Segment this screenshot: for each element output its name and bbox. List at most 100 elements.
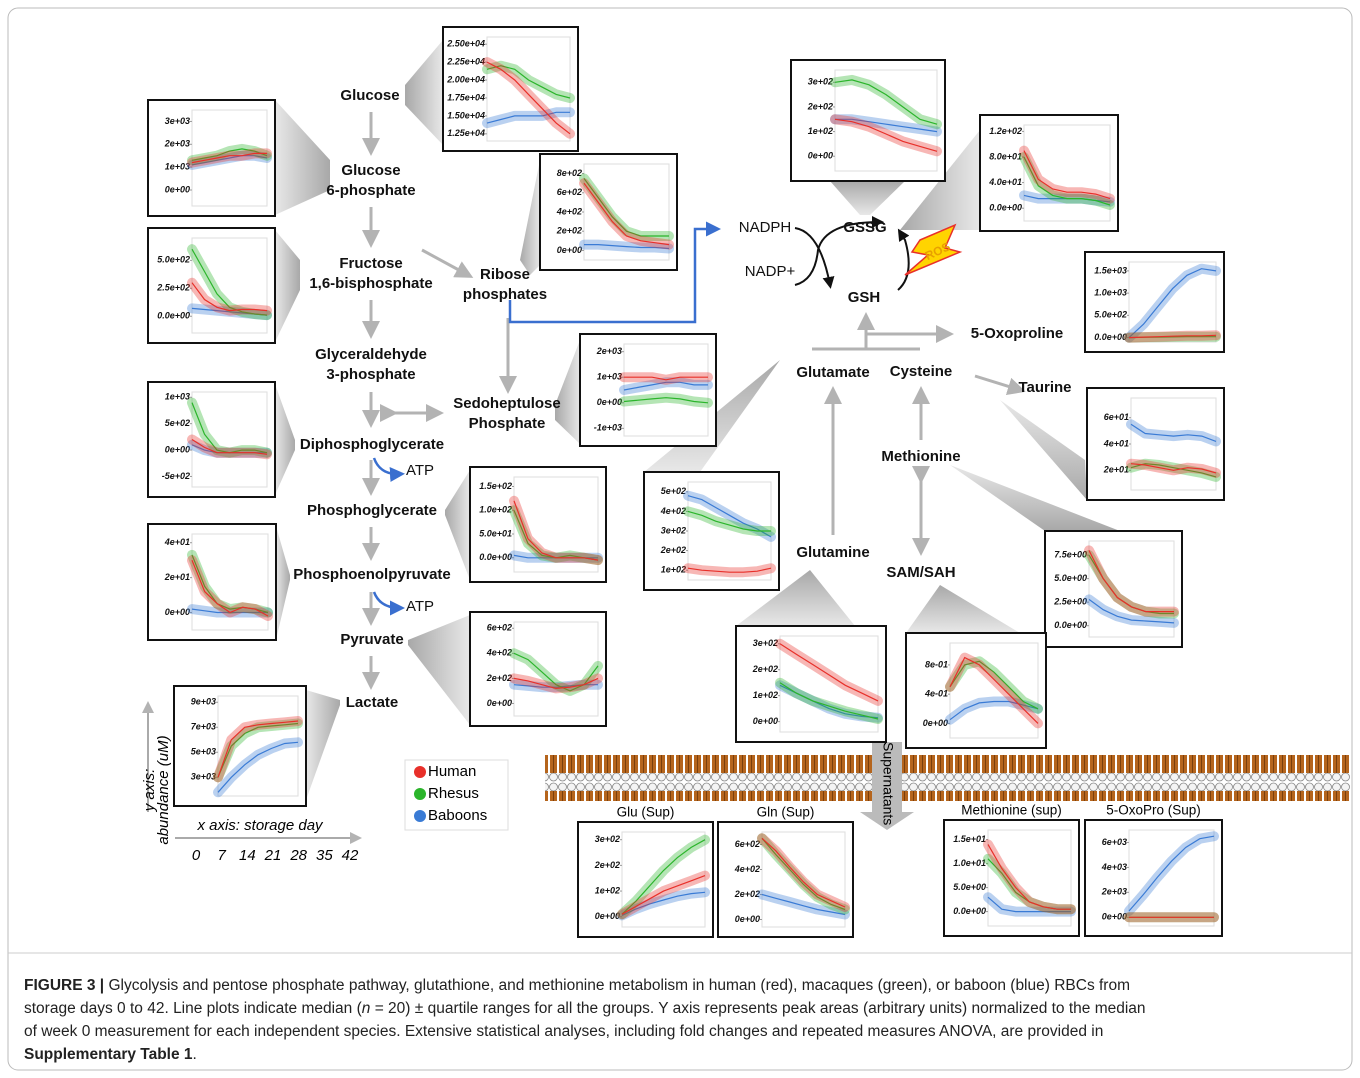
mini-chart: 3e+022e+021e+020e+00 — [791, 60, 945, 181]
y-tick-label: 2e+03 — [1101, 887, 1127, 897]
y-tick-label: 2.00e+04 — [446, 74, 485, 84]
page: GlucoseGlucose6-phosphateFructose1,6-bis… — [0, 0, 1360, 1078]
y-tick-label: 0e+00 — [923, 718, 948, 728]
y-tick-label: 1.25e+04 — [447, 128, 485, 138]
mini-chart: 6e+024e+022e+020e+00 — [470, 612, 606, 726]
y-tick-label: 4e+03 — [1101, 862, 1127, 872]
caption-run: Supplementary Table 1 — [24, 1046, 193, 1063]
y-tick-label: 3e+02 — [808, 77, 833, 87]
y-tick-label: 0.0e+00 — [157, 311, 190, 321]
key-x-tick: 0 — [192, 847, 201, 864]
y-tick-label: 8e+02 — [557, 168, 582, 178]
mini-chart: 9e+037e+035e+033e+03 — [174, 686, 306, 806]
y-tick-label: 0e+00 — [597, 397, 622, 407]
membrane — [545, 755, 1350, 801]
y-tick-label: 2.5e+02 — [156, 283, 190, 293]
y-tick-label: 1.75e+04 — [447, 92, 485, 102]
mini-chart: 5-OxoPro (Sup)6e+034e+032e+030e+00 — [1085, 803, 1222, 936]
y-tick-label: 6e+01 — [1104, 412, 1129, 422]
node-label: 3-phosphate — [326, 366, 415, 383]
y-tick-label: 1.0e+03 — [1094, 287, 1127, 297]
y-tick-label: 4e+01 — [164, 537, 190, 547]
y-tick-label: 1.0e+02 — [479, 505, 512, 515]
caption-run: = 20) ± quartile ranges for all the grou… — [370, 1000, 1145, 1017]
mini-chart: 6e+014e+012e+01 — [1087, 388, 1224, 500]
y-tick-label: 5e+02 — [165, 418, 190, 428]
node-label: phosphates — [463, 286, 547, 303]
node-label: 5-Oxoproline — [971, 325, 1064, 342]
y-tick-label: 6e+02 — [557, 187, 582, 197]
supernatants-label: Supernatants — [880, 742, 896, 825]
cofactor-label: ATP — [406, 462, 434, 479]
caption-run: of week 0 measurement for each independe… — [24, 1023, 1103, 1040]
y-tick-label: 1e+03 — [597, 372, 622, 382]
node-label: 1,6-bisphosphate — [309, 275, 432, 292]
y-tick-label: 2e+02 — [660, 545, 686, 555]
y-tick-label: 4e+02 — [556, 206, 582, 216]
panel-title: 5-OxoPro (Sup) — [1106, 803, 1201, 818]
y-tick-label: 4e+02 — [486, 648, 512, 658]
mini-chart: 1e+03 5e+02 0e+00 -5e+02 — [148, 382, 275, 497]
legend-label: Baboons — [428, 807, 487, 824]
y-tick-label: 8.0e+01 — [989, 151, 1022, 161]
legend-swatch — [414, 810, 426, 822]
y-tick-label: 0.0e+00 — [989, 203, 1022, 213]
y-tick-label: 2.25e+04 — [446, 56, 485, 66]
y-tick-label: 2e+01 — [164, 572, 190, 582]
y-tick-label: 2e+02 — [752, 664, 778, 674]
y-tick-label: 0.0e+00 — [479, 552, 512, 562]
y-tick-label: 3e+03 — [165, 116, 190, 126]
y-tick-label: 3e+02 — [595, 834, 620, 844]
y-tick-label: 4e+01 — [1103, 438, 1129, 448]
key-x-tick: 21 — [264, 847, 282, 864]
y-tick-label: 2e+02 — [734, 889, 760, 899]
node-label: Glyceraldehyde — [315, 346, 427, 363]
y-tick-label: 5e+02 — [661, 486, 686, 496]
key-x-tick: 28 — [289, 847, 307, 864]
y-tick-label: 5.0e+00 — [1054, 573, 1087, 583]
mini-chart: 2.50e+042.25e+042.00e+041.75e+041.50e+04… — [443, 27, 578, 151]
y-tick-label: 6e+02 — [487, 623, 512, 633]
y-tick-label: 1.5e+03 — [1094, 265, 1127, 275]
mini-chart: 5.0e+02 2.5e+02 0.0e+00 — [148, 228, 275, 343]
y-tick-label: 2e+02 — [556, 226, 582, 236]
y-tick-label: 2e+03 — [596, 346, 622, 356]
node-label: Glutamine — [796, 544, 869, 561]
y-tick-label: 4e+02 — [734, 864, 760, 874]
mini-chart: 2e+03 1e+03 0e+00 -1e+03 — [580, 334, 716, 446]
node-label: GSSG — [843, 219, 886, 236]
key-y-label: abundance (uM) — [155, 735, 172, 844]
node-label: Phosphate — [469, 415, 546, 432]
y-tick-label: 2.5e+00 — [1053, 597, 1087, 607]
y-tick-label: 1e+03 — [165, 392, 190, 402]
cofactor-label: ATP — [406, 598, 434, 615]
node-label: Phosphoglycerate — [307, 502, 437, 519]
caption-run: FIGURE 3 | — [24, 977, 104, 994]
y-tick-label: 5.0e+02 — [157, 255, 190, 265]
y-tick-label: 2e+02 — [807, 101, 833, 111]
y-tick-label: 0e+00 — [753, 716, 778, 726]
y-tick-label: -1e+03 — [594, 423, 622, 433]
caption-line: of week 0 measurement for each independe… — [24, 1023, 1103, 1040]
legend-label: Rhesus — [428, 785, 479, 802]
mini-chart: 5e+024e+023e+022e+021e+02 — [644, 472, 779, 590]
cofactor-label: NADPH — [739, 219, 792, 236]
mini-chart: Methionine (sup)1.5e+011.0e+015.0e+000.0… — [944, 803, 1079, 936]
legend-label: Human — [428, 763, 476, 780]
node-label: Phosphoenolpyruvate — [293, 566, 451, 583]
y-tick-label: 5.0e+01 — [479, 528, 512, 538]
y-tick-label: 0.0e+00 — [1054, 620, 1087, 630]
y-tick-label: -5e+02 — [162, 471, 190, 481]
caption-line: storage days 0 to 42. Line plots indicat… — [24, 1000, 1146, 1017]
legend-swatch — [414, 788, 426, 800]
y-tick-label: 8e-01 — [925, 659, 948, 669]
y-tick-label: 0e+00 — [165, 444, 190, 454]
y-tick-label: 7.5e+00 — [1054, 549, 1087, 559]
y-tick-label: 2e+02 — [486, 673, 512, 683]
key-x-tick: 14 — [239, 847, 256, 864]
node-label: GSH — [848, 289, 881, 306]
y-tick-label: 0e+00 — [595, 911, 620, 921]
y-tick-label: 0e+00 — [1102, 912, 1127, 922]
